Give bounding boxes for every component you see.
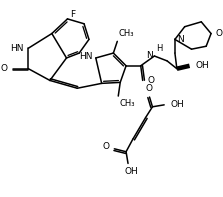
Text: OH: OH [195,61,209,70]
Text: N: N [146,51,153,59]
Text: CH₃: CH₃ [119,99,135,108]
Text: N: N [177,35,184,44]
Text: CH₃: CH₃ [118,29,134,38]
Text: HN: HN [79,51,93,60]
Text: O: O [1,64,8,73]
Text: OH: OH [124,167,138,176]
Text: F: F [70,10,76,20]
Text: O: O [103,142,109,151]
Text: HN: HN [10,44,23,53]
Text: O: O [145,84,152,93]
Text: O: O [148,76,155,85]
Text: O: O [216,29,223,38]
Text: H: H [156,44,163,53]
Text: OH: OH [170,100,184,109]
